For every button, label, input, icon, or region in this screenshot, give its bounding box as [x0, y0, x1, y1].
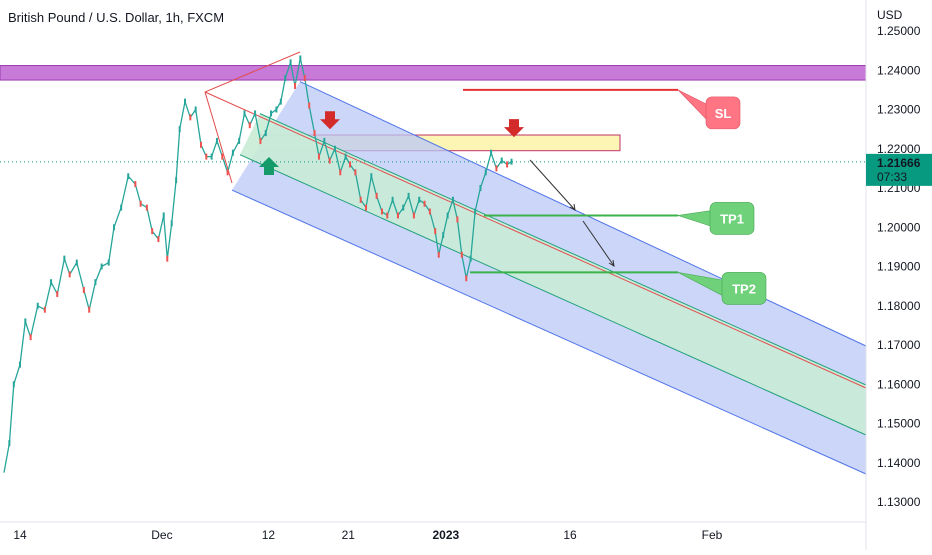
tp1-callout[interactable] [709, 202, 755, 235]
tp1-label: TP1 [720, 211, 744, 226]
pitchfork-handle [204, 51, 301, 184]
channel-median-line [204, 91, 867, 389]
y-tick-label: 1.17000 [877, 338, 921, 352]
y-tick-label: 1.22000 [877, 142, 921, 156]
chart-title: British Pound / U.S. Dollar, 1h, FXCM [8, 10, 225, 25]
sl-label: SL [715, 106, 732, 121]
countdown-label: 07:33 [877, 170, 907, 184]
x-tick-label: 12 [262, 528, 276, 542]
last-price-label: 1.21666 [877, 156, 921, 170]
y-tick-label: 1.25000 [877, 24, 921, 38]
x-tick-label: 16 [563, 528, 577, 542]
price-axis[interactable] [866, 0, 932, 550]
inner-channel-fill [240, 113, 866, 436]
resistance-zone [0, 65, 867, 81]
x-tick-label: Feb [702, 528, 723, 542]
red-down-arrow-icon [320, 111, 340, 130]
green-up-arrow-icon [259, 157, 279, 175]
price-series-line [3, 58, 512, 473]
channel-lower-line [231, 189, 867, 475]
tp2-callout[interactable] [721, 272, 767, 305]
y-tick-label: 1.23000 [877, 103, 921, 117]
y-tick-label: 1.19000 [877, 260, 921, 274]
x-tick-label: 14 [13, 528, 27, 542]
y-tick-label: 1.24000 [877, 63, 921, 77]
x-tick-label: Dec [151, 528, 172, 542]
x-tick-label: 2023 [432, 528, 459, 542]
red-down-arrow-icon [504, 119, 524, 138]
projection-arrow-2-icon [582, 220, 615, 267]
callout-pointer [677, 89, 709, 122]
projection-arrow-1-icon [529, 159, 576, 211]
tp2-label: TP2 [732, 281, 756, 296]
inner-upper-line [259, 113, 867, 386]
axis-unit-label: USD [877, 8, 903, 22]
y-tick-label: 1.20000 [877, 220, 921, 234]
inner-lower-line [239, 154, 867, 436]
callout-pointer [677, 210, 713, 227]
last-price-badge [866, 153, 932, 186]
y-tick-label: 1.13000 [877, 495, 921, 509]
y-tick-label: 1.16000 [877, 377, 921, 391]
x-tick-label: 21 [342, 528, 356, 542]
y-tick-label: 1.15000 [877, 417, 921, 431]
sl-callout[interactable] [705, 96, 741, 130]
channel-upper-line [299, 81, 867, 347]
y-tick-label: 1.14000 [877, 456, 921, 470]
y-tick-label: 1.18000 [877, 299, 921, 313]
